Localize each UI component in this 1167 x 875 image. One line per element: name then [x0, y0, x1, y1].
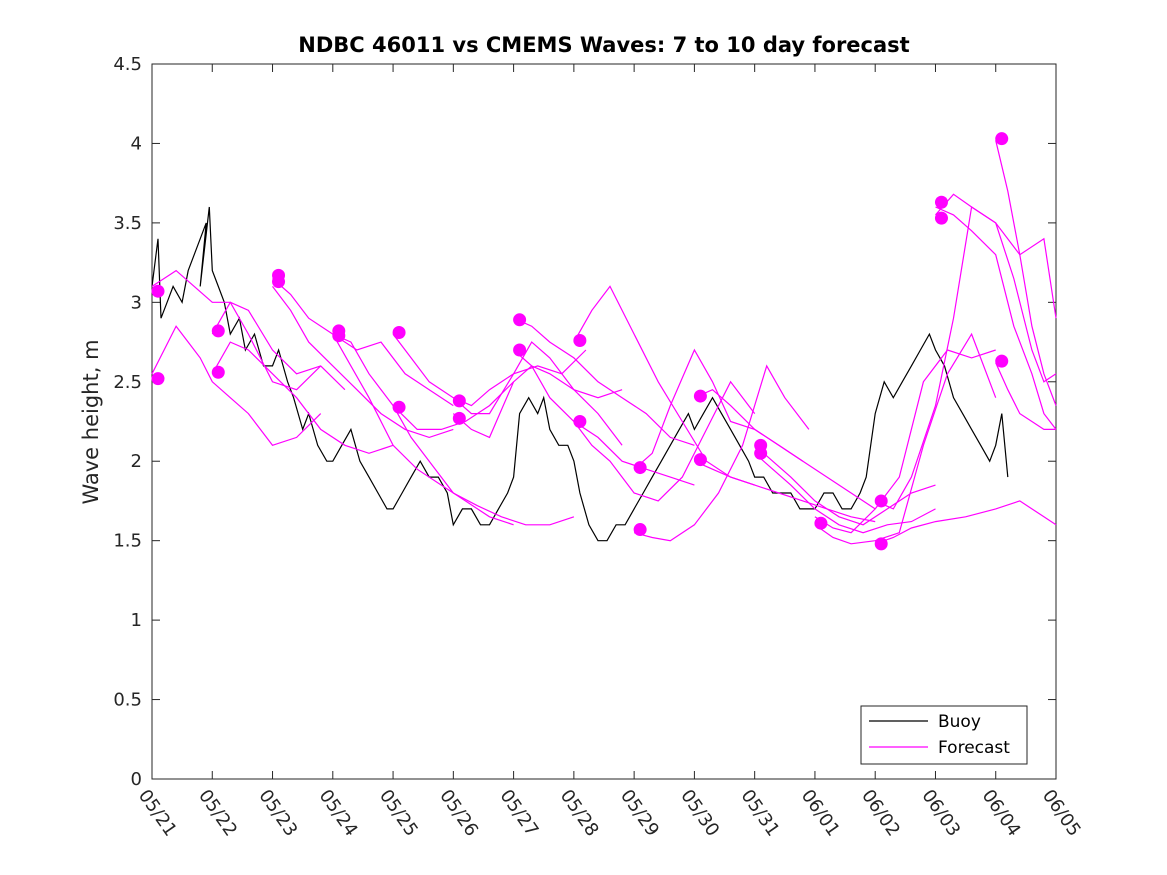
- forecast-start-marker: [151, 284, 165, 298]
- forecast-series-line: [392, 333, 587, 407]
- forecast-series-line: [814, 349, 996, 534]
- legend-box: [860, 705, 1028, 765]
- forecast-series-line: [151, 325, 322, 447]
- plot-area: 00.511.522.533.544.505/21 05/22 05/23 05/24…: [113, 54, 1085, 840]
- forecast-series-line: [935, 206, 1057, 430]
- y-tick-label: 2: [131, 451, 142, 472]
- forecast-start-marker: [392, 400, 406, 414]
- forecast-start-marker: [573, 415, 587, 428]
- forecast-start-marker: [934, 211, 948, 225]
- legend-buoy-label: Buoy: [938, 712, 981, 732]
- forecast-series-line: [513, 349, 695, 486]
- forecast-start-marker: [934, 195, 948, 209]
- forecast-start-marker: [633, 461, 647, 475]
- forecast-series-line: [694, 388, 876, 510]
- forecast-series-line: [874, 205, 1057, 510]
- forecast-start-marker: [211, 365, 225, 379]
- forecast-series-line: [935, 193, 1057, 383]
- y-tick-label: 3.5: [113, 213, 142, 234]
- forecast-series-line: [754, 452, 936, 534]
- y-tick-label: 1.5: [113, 531, 142, 552]
- forecast-series-line: [211, 341, 394, 454]
- forecast-series-line: [814, 332, 997, 545]
- forecast-series-line: [573, 285, 755, 486]
- forecast-start-marker: [573, 333, 587, 347]
- y-tick-label: 0: [131, 769, 142, 790]
- forecast-series-line: [332, 333, 515, 430]
- forecast-series-line: [875, 500, 1057, 545]
- forecast-start-marker: [754, 446, 768, 460]
- forecast-series-line: [694, 460, 876, 523]
- forecast-series-line: [754, 444, 936, 526]
- y-tick-label: 2.5: [113, 372, 142, 393]
- forecast-series-line: [452, 341, 623, 415]
- forecast-start-marker: [693, 389, 707, 403]
- buoy-series-line: [151, 206, 1009, 542]
- forecast-start-marker: [452, 411, 466, 425]
- forecast-series-line: [332, 333, 514, 526]
- y-axis-label: Wave height, m: [79, 339, 103, 504]
- forecast-start-marker: [332, 329, 346, 343]
- forecast-series-line: [211, 301, 346, 391]
- forecast-series-line: [573, 380, 756, 502]
- forecast-start-marker: [995, 132, 1009, 146]
- legend-forecast-label: Forecast: [938, 738, 1010, 758]
- forecast-series-line: [513, 317, 695, 446]
- forecast-start-marker: [513, 313, 527, 327]
- forecast-start-marker: [693, 453, 707, 467]
- forecast-series-line: [272, 286, 454, 439]
- forecast-start-marker: [513, 343, 527, 357]
- forecast-start-marker: [151, 372, 165, 386]
- forecast-start-marker: [633, 523, 647, 537]
- forecast-series-line: [272, 278, 454, 407]
- forecast-series-line: [995, 362, 1056, 430]
- forecast-start-marker: [874, 494, 888, 508]
- forecast-start-marker: [452, 394, 466, 408]
- y-tick-label: 3: [131, 292, 142, 313]
- forecast-series-line: [633, 364, 810, 542]
- forecast-start-marker: [874, 537, 888, 551]
- forecast-start-marker: [272, 275, 286, 289]
- legend: Buoy Forecast: [860, 705, 1028, 765]
- forecast-start-marker: [814, 516, 828, 530]
- y-tick-label: 4.5: [113, 54, 142, 75]
- forecast-start-marker: [995, 354, 1009, 368]
- y-tick-label: 4: [131, 133, 142, 154]
- forecast-start-marker: [392, 326, 406, 340]
- forecast-series-line: [995, 140, 1057, 406]
- forecast-series-line: [392, 405, 575, 526]
- chart-title: NDBC 46011 vs CMEMS Waves: 7 to 10 day f…: [298, 33, 909, 57]
- y-tick-label: 1: [131, 610, 142, 631]
- y-tick-label: 0.5: [113, 690, 142, 711]
- forecast-start-marker: [211, 324, 225, 338]
